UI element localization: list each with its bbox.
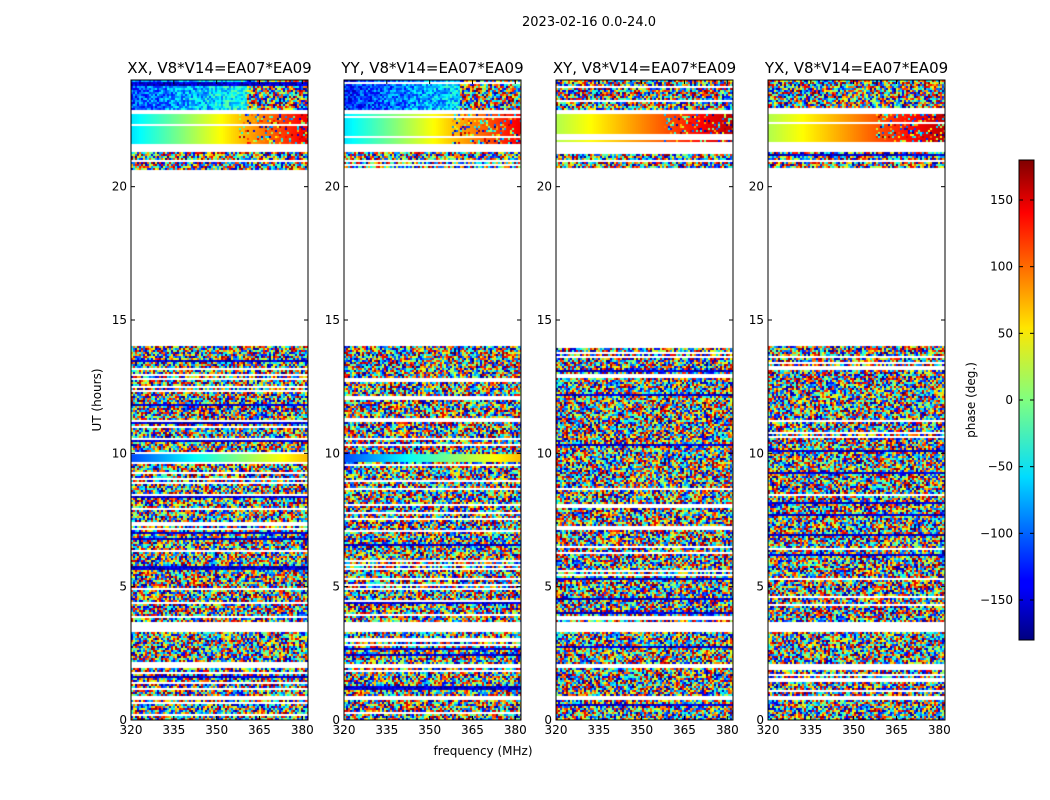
panel-yx: YX, V8*V14=EA07*EA09 320 335 350 365 380 0 5 10 1…	[749, 59, 951, 737]
panel-title-xy: XY, V8*V14=EA07*EA09	[553, 59, 736, 77]
y-tick-label: 5	[119, 580, 127, 594]
y-tick-label: 20	[749, 180, 764, 194]
y-tick-label: 0	[332, 713, 340, 727]
colorbar: −150 −100 −50 0 50 100 150 phase (deg.)	[964, 159, 1035, 641]
y-tick-label: 10	[537, 446, 552, 460]
y-tick-label: 5	[544, 580, 552, 594]
panel-xx: XX, V8*V14=EA07*EA09 320 335 350 365 380 0 5 10 1…	[112, 59, 314, 737]
x-tick-label: 365	[248, 723, 271, 737]
panel-xy: XY, V8*V14=EA07*EA09 320 335 350 365 380 0 5 10 1…	[537, 59, 739, 737]
y-tick-label: 15	[537, 313, 552, 327]
panel-title-yy: YY, V8*V14=EA07*EA09	[340, 59, 523, 77]
x-tick-label: 380	[716, 723, 739, 737]
panel-frame	[555, 79, 734, 721]
panel-frame	[343, 79, 522, 721]
x-tick-label: 320	[545, 723, 568, 737]
panel-heatmap-yy	[344, 80, 521, 720]
x-tick-label: 365	[885, 723, 908, 737]
x-tick-label: 350	[418, 723, 441, 737]
panel-heatmap-xy	[556, 80, 733, 720]
x-tick-label: 335	[375, 723, 398, 737]
y-tick-label: 5	[756, 580, 764, 594]
x-tick-label: 365	[673, 723, 696, 737]
panel-title-yx: YX, V8*V14=EA07*EA09	[764, 59, 948, 77]
panel-heatmap-xx	[131, 80, 308, 720]
x-tick-label: 335	[587, 723, 610, 737]
panel-title-xx: XX, V8*V14=EA07*EA09	[127, 59, 311, 77]
x-tick-label: 380	[928, 723, 951, 737]
colorbar-label: phase (deg.)	[964, 362, 978, 438]
x-tick-label: 350	[630, 723, 653, 737]
x-tick-label: 380	[504, 723, 527, 737]
x-axis-label: frequency (MHz)	[433, 744, 532, 758]
colorbar-ticks: −150 −100 −50 0 50 100 150	[980, 193, 1034, 607]
panel-heatmap-yx	[768, 80, 945, 720]
x-tick-label: 365	[461, 723, 484, 737]
x-tick-label: 320	[333, 723, 356, 737]
colorbar-tick-label: −100	[980, 526, 1013, 540]
x-tick-label: 335	[799, 723, 822, 737]
y-tick-label: 0	[756, 713, 764, 727]
panel-yy: YY, V8*V14=EA07*EA09 320 335 350 365 380 0 5 10 1…	[325, 59, 527, 737]
colorbar-tick-label: 100	[990, 260, 1013, 274]
y-tick-label: 0	[544, 713, 552, 727]
panel-frame	[767, 79, 946, 721]
suptitle: 2023-02-16 0.0-24.0	[522, 15, 656, 30]
colorbar-tick-label: −50	[988, 460, 1013, 474]
x-tick-label: 380	[291, 723, 314, 737]
colorbar-tick-label: 150	[990, 193, 1013, 207]
colorbar-tick-label: 0	[1005, 393, 1013, 407]
y-axis-label: UT (hours)	[90, 368, 104, 431]
y-tick-label: 0	[119, 713, 127, 727]
colorbar-tick-label: 50	[998, 326, 1013, 340]
y-tick-label: 10	[749, 446, 764, 460]
x-tick-label: 350	[205, 723, 228, 737]
panels: XX, V8*V14=EA07*EA09 320 335 350 365 380 0 5 10 1…	[112, 59, 951, 737]
y-tick-label: 10	[112, 446, 127, 460]
panel-frame	[130, 79, 309, 721]
colorbar-tick-label: −150	[980, 593, 1013, 607]
x-tick-label: 350	[842, 723, 865, 737]
y-tick-label: 15	[749, 313, 764, 327]
x-tick-label: 320	[757, 723, 780, 737]
y-tick-label: 20	[537, 180, 552, 194]
y-tick-label: 20	[325, 180, 340, 194]
y-tick-label: 5	[332, 580, 340, 594]
y-tick-label: 10	[325, 446, 340, 460]
y-tick-label: 15	[325, 313, 340, 327]
y-tick-label: 15	[112, 313, 127, 327]
x-tick-label: 335	[162, 723, 185, 737]
x-tick-label: 320	[120, 723, 143, 737]
y-tick-label: 20	[112, 180, 127, 194]
